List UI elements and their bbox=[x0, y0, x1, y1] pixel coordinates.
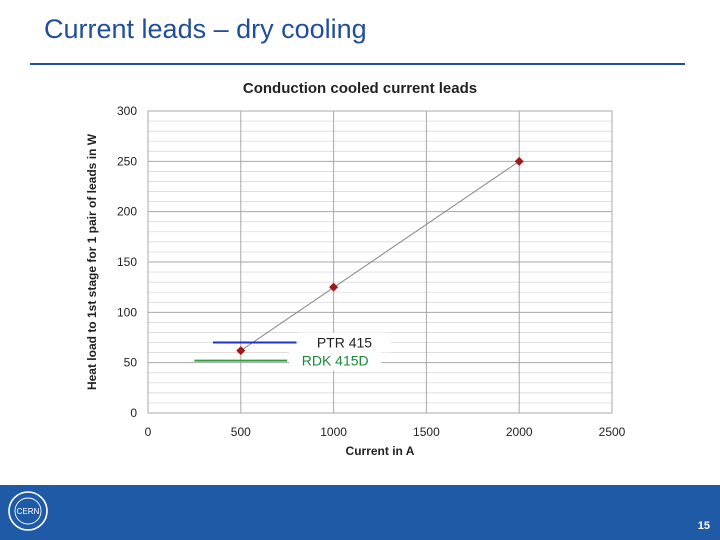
y-tick-label: 300 bbox=[117, 104, 137, 118]
page-number: 15 bbox=[697, 520, 710, 532]
y-tick-label: 0 bbox=[130, 406, 137, 420]
y-axis-label: Heat load to 1st stage for 1 pair of lea… bbox=[85, 133, 99, 390]
cern-logo: CERN bbox=[8, 491, 48, 531]
annotations-group: PTR 415 RDK 415D bbox=[194, 332, 391, 371]
title-divider bbox=[30, 63, 685, 65]
annotation-label: RDK 415D bbox=[302, 353, 369, 369]
data-points bbox=[236, 156, 524, 356]
x-tick-label: 1500 bbox=[413, 425, 440, 439]
trendline-group bbox=[240, 160, 520, 352]
slide-title: Current leads – dry cooling bbox=[44, 14, 367, 44]
x-axis-label: Current in A bbox=[346, 444, 415, 458]
x-tick-labels: 0 500 1000 1500 2000 2500 bbox=[145, 425, 626, 439]
y-tick-label: 200 bbox=[117, 205, 137, 219]
footer-bar bbox=[0, 485, 720, 540]
chart: Conduction cooled current leads PTR 415 R… bbox=[85, 80, 626, 458]
y-tick-label: 100 bbox=[117, 305, 137, 319]
trendline bbox=[240, 160, 520, 352]
y-tick-label: 250 bbox=[117, 154, 137, 168]
data-point bbox=[514, 156, 524, 166]
annotation-label: PTR 415 bbox=[317, 335, 372, 351]
data-point bbox=[329, 282, 339, 292]
y-tick-labels: 0 50 100 150 200 250 300 bbox=[117, 104, 137, 420]
annotation-label-bg bbox=[298, 332, 391, 353]
x-tick-label: 0 bbox=[145, 425, 152, 439]
y-tick-label: 150 bbox=[117, 255, 137, 269]
x-tick-label: 2500 bbox=[599, 425, 626, 439]
x-tick-label: 2000 bbox=[506, 425, 533, 439]
y-tick-label: 50 bbox=[124, 356, 138, 370]
cern-logo-text: CERN bbox=[17, 507, 40, 516]
annotation-label-bg bbox=[289, 350, 382, 371]
data-point bbox=[236, 346, 246, 356]
x-tick-label: 500 bbox=[231, 425, 251, 439]
chart-title: Conduction cooled current leads bbox=[243, 80, 477, 97]
x-tick-label: 1000 bbox=[320, 425, 347, 439]
